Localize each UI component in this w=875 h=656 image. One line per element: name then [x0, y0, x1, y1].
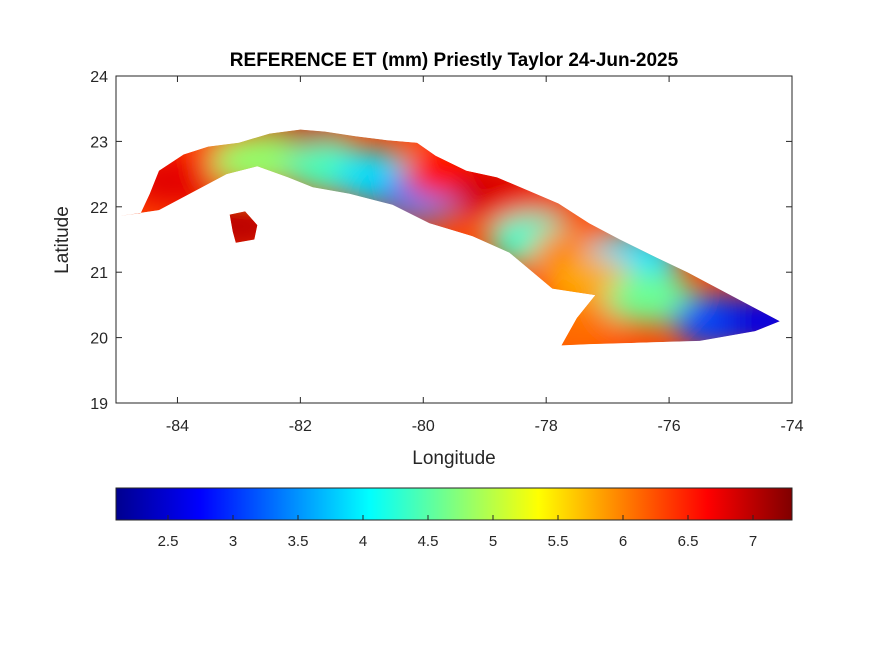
x-axis-label: Longitude [412, 448, 495, 469]
colorbar-tick-label: 7 [749, 533, 757, 550]
colorbar-tick-label: 4 [359, 533, 367, 550]
colorbar-tick-label: 4.5 [418, 533, 439, 550]
x-axis: -84 -82 -80 -78 -76 -74 [166, 76, 804, 435]
plot-frame [115, 75, 793, 404]
y-tick-label: 24 [90, 69, 108, 86]
y-tick-label: 19 [90, 396, 108, 413]
x-tick-label: -84 [166, 418, 189, 435]
colorbar-tick-label: 3 [229, 533, 237, 550]
plot-background [116, 76, 792, 403]
colorbar: 2.5 3 3.5 4 4.5 5 5.5 6 6.5 7 [115, 487, 793, 550]
x-tick-label: -80 [412, 418, 435, 435]
colorbar-tick-label: 5.5 [548, 533, 569, 550]
x-tick-label: -78 [535, 418, 558, 435]
colorbar-tick-label: 6.5 [678, 533, 699, 550]
x-tick-label: -82 [289, 418, 312, 435]
y-tick-label: 20 [90, 331, 108, 348]
x-tick-label: -76 [658, 418, 681, 435]
colorbar-tick-label: 2.5 [158, 533, 179, 550]
chart-title: REFERENCE ET (mm) Priestly Taylor 24-Jun… [230, 50, 679, 71]
x-tick-label: -74 [780, 418, 803, 435]
colorbar-tick-label: 5 [489, 533, 497, 550]
map-plot-area: -84 -82 -80 -78 -76 -74 19 20 21 22 23 24 [90, 69, 804, 435]
y-tick-label: 21 [90, 265, 108, 282]
colorbar-tick-label: 6 [619, 533, 627, 550]
colorbar-ticks: 2.5 3 3.5 4 4.5 5 5.5 6 6.5 7 [158, 515, 757, 550]
et-region-14 [604, 272, 697, 325]
y-tick-label: 22 [90, 200, 108, 217]
colorbar-gradient [115, 487, 793, 521]
y-axis-label: Latitude [52, 206, 73, 274]
y-tick-label: 23 [90, 134, 108, 151]
y-axis: 19 20 21 22 23 24 [90, 69, 792, 413]
colorbar-tick-label: 3.5 [288, 533, 309, 550]
